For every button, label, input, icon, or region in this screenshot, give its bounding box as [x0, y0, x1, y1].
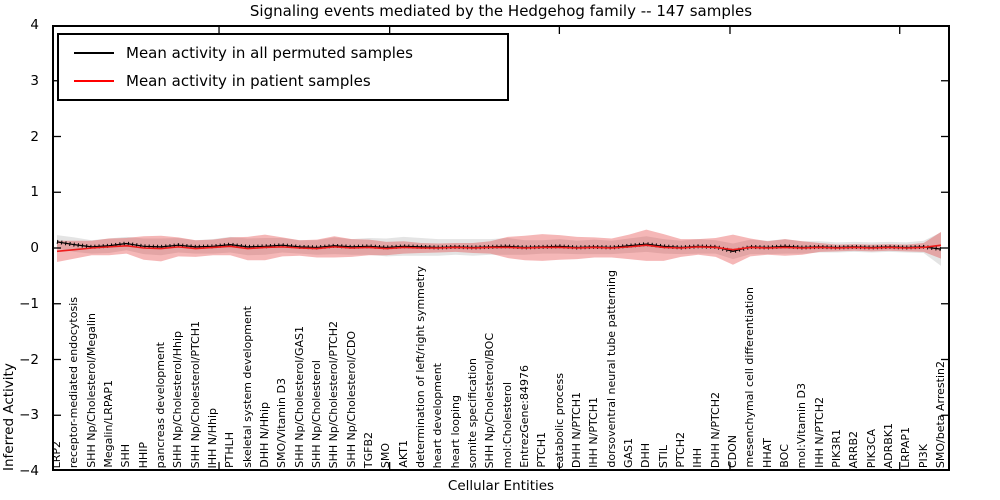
- plot-area: LRP2 receptor-mediated endocytosis SHH Np/…: [50, 25, 950, 471]
- legend-entry-patient: Mean activity in patient samples: [59, 72, 507, 90]
- y-tick-labels: 4 3 2 1 0 −1 −2 −3 −4: [0, 17, 46, 479]
- legend-label-permuted: Mean activity in all permuted samples: [126, 44, 413, 63]
- series-markers-0: [56, 239, 942, 254]
- y-tick-label: 2: [30, 128, 39, 145]
- y-tick-label: 0: [30, 240, 39, 256]
- y-tick-label: 4: [30, 17, 39, 33]
- legend: Mean activity in all permuted samples Me…: [57, 33, 509, 101]
- chart-title: Signaling events mediated by the Hedgeho…: [249, 2, 753, 20]
- y-tick-label: −3: [19, 407, 39, 424]
- permuted-line-swatch: [74, 52, 114, 55]
- y-tick-label: −4: [19, 463, 39, 479]
- chart-canvas: [52, 25, 950, 471]
- permuted-samples-range-band: [57, 232, 941, 266]
- series-line-1: [56, 244, 942, 253]
- patient-line-swatch: [74, 79, 114, 82]
- y-tick-label: 3: [30, 72, 39, 89]
- plot-frame: [52, 25, 950, 471]
- legend-entry-permuted: Mean activity in all permuted samples: [59, 44, 507, 62]
- y-tick-label: −2: [19, 351, 39, 368]
- x-axis-label: Cellular Entities: [447, 478, 555, 494]
- legend-label-patient: Mean activity in patient samples: [126, 71, 371, 90]
- y-tick-label: −1: [19, 295, 39, 312]
- y-tick-label: 1: [30, 184, 39, 201]
